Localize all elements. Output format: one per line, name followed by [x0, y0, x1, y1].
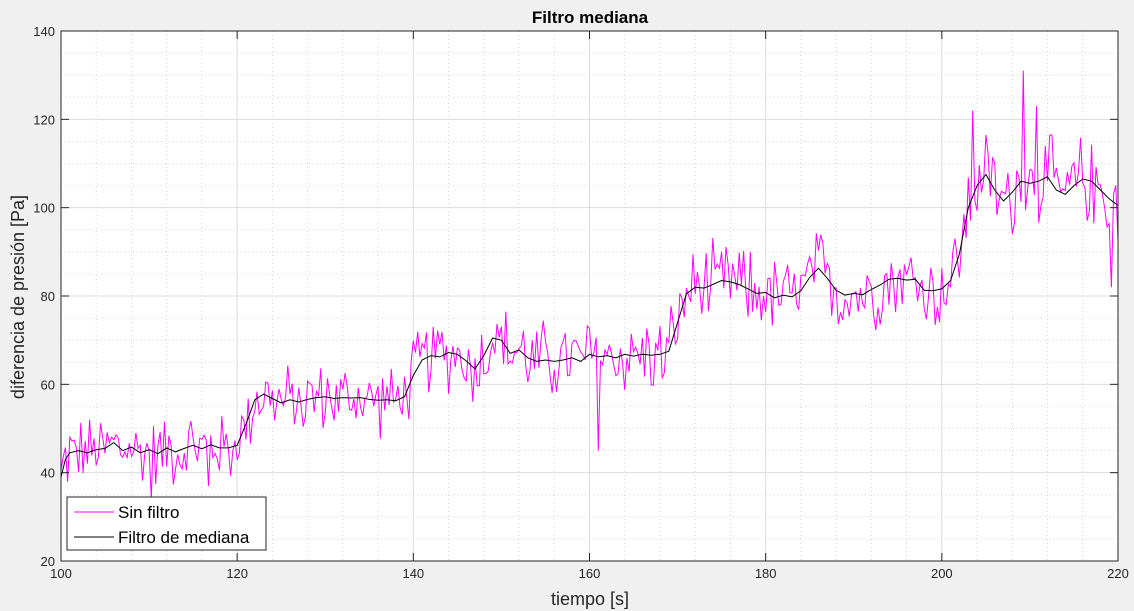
x-tick-label: 180: [755, 566, 777, 581]
x-tick-label: 140: [402, 566, 424, 581]
legend: Sin filtro Filtro de mediana: [66, 496, 267, 551]
x-tick-label: 160: [579, 566, 601, 581]
y-tick-label: 120: [33, 112, 55, 127]
legend-label-filtro-de-mediana: Filtro de mediana: [118, 528, 250, 547]
x-tick-label: 200: [931, 566, 953, 581]
chart-title: Filtro mediana: [532, 8, 649, 27]
y-tick-label: 20: [41, 554, 55, 569]
series-line-filtro-de-mediana: [60, 173, 1119, 478]
y-axis-label: diferencia de presión [Pa]: [8, 195, 28, 399]
y-axis-tick-labels: 20 40 60 80 100 120 140: [33, 24, 55, 569]
x-tick-label: 100: [50, 566, 72, 581]
x-axis-tick-labels: 100 120 140 160 180 200 220: [50, 566, 1129, 581]
y-tick-label: 140: [33, 24, 55, 39]
y-tick-label: 100: [33, 201, 55, 216]
legend-box: [66, 496, 267, 551]
y-tick-label: 60: [41, 377, 55, 392]
x-tick-label: 120: [226, 566, 248, 581]
axis-ticks: [60, 30, 1119, 562]
series-layer: [60, 70, 1119, 500]
y-tick-label: 40: [41, 466, 55, 481]
series-line-sin-filtro: [60, 70, 1119, 500]
y-tick-label: 80: [41, 289, 55, 304]
x-tick-label: 220: [1107, 566, 1129, 581]
x-axis-label: tiempo [s]: [551, 589, 629, 609]
legend-label-sin-filtro: Sin filtro: [118, 503, 179, 522]
